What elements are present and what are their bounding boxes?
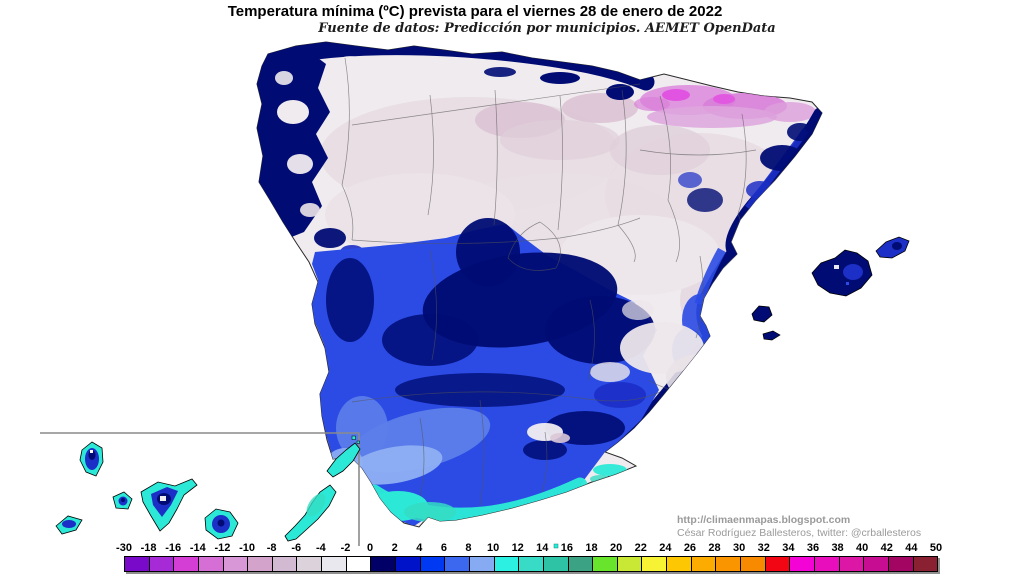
legend-tick-label: 6 — [440, 542, 447, 554]
stray-map-dot — [553, 543, 559, 549]
legend-tick-label: 38 — [831, 542, 844, 554]
legend-segment — [297, 557, 323, 571]
legend-segment — [125, 557, 150, 571]
legend-tick-label: -14 — [189, 542, 206, 554]
legend-tick-label: 8 — [465, 542, 472, 554]
legend-segment — [420, 557, 446, 571]
legend-segment — [174, 557, 199, 571]
legend-segment — [469, 557, 495, 571]
legend-segment — [248, 557, 273, 571]
ibiza-island — [751, 305, 773, 323]
legend-segment — [198, 557, 224, 571]
legend-tick-label: 44 — [905, 542, 918, 554]
legend-tick-label: -30 — [116, 542, 132, 554]
legend-segment — [593, 557, 618, 571]
legend-tick-label: 42 — [880, 542, 893, 554]
legend-tick-label: 28 — [708, 542, 721, 554]
legend-tick-label: 16 — [560, 542, 574, 554]
legend-segment — [888, 557, 914, 571]
legend-tick-label: 12 — [511, 542, 524, 554]
legend-tick-label: -16 — [165, 542, 182, 554]
legend-tick-label: 24 — [659, 542, 672, 554]
legend-tick-label: -6 — [291, 542, 302, 554]
legend-segment — [272, 557, 298, 571]
legend-segment — [617, 557, 643, 571]
temperature-legend-color-bar — [124, 556, 938, 572]
attribution-url: http://climaenmapas.blogspot.com — [677, 514, 851, 526]
legend-tick-label: 40 — [856, 542, 869, 554]
legend-segment — [667, 557, 692, 571]
page-subtitle: Fuente de datos: Predicción por municipi… — [318, 21, 776, 36]
canary-islands-inset — [40, 432, 361, 546]
legend-tick-labels: -30 -18 -16 -14 -12 -10 -8 -6 -4 -2 0 2 4 6 8 10 12 14 16 1… — [116, 540, 942, 554]
legend-tick-label: 4 — [416, 542, 423, 554]
legend-tick-label: 36 — [806, 542, 820, 554]
south-coast-warm-band — [366, 457, 648, 523]
legend-segment — [839, 557, 865, 571]
formentera-island — [762, 330, 781, 341]
legend-tick-label: 10 — [486, 542, 500, 554]
legend-segment — [371, 557, 397, 571]
legend-tick-label: 2 — [391, 542, 398, 554]
legend-segment — [223, 557, 249, 571]
legend-tick-label: 50 — [929, 542, 943, 554]
legend-segment — [716, 557, 742, 571]
southwest-mild-region — [312, 218, 734, 526]
legend-tick-label: -4 — [315, 542, 326, 554]
legend-segment — [396, 557, 421, 571]
legend-tick-label: -12 — [214, 542, 231, 554]
mallorca-island — [811, 249, 873, 297]
legend-tick-label: 22 — [634, 542, 647, 554]
legend-segment — [814, 557, 840, 571]
legend-segment — [149, 557, 175, 571]
page-title: Temperatura mínima (ºC) prevista para el… — [227, 3, 723, 20]
legend-segment — [691, 557, 717, 571]
legend-tick-label: 0 — [366, 542, 374, 554]
legend-tick-label: 18 — [585, 542, 598, 554]
legend-tick-label: 20 — [609, 542, 623, 554]
legend-tick-label: -2 — [340, 542, 351, 554]
balearic-islands — [751, 236, 910, 341]
legend-tick-label: 14 — [536, 542, 549, 554]
legend-tick-label: -8 — [266, 542, 277, 554]
attribution: http://climaenmapas.blogspot.com César R… — [677, 514, 921, 540]
legend-segment — [864, 557, 889, 571]
province-boundaries — [341, 57, 757, 507]
legend-segment — [494, 557, 520, 571]
lanzarote-island — [326, 442, 361, 478]
legend-segment — [790, 557, 815, 571]
legend-segment — [741, 557, 766, 571]
legend-segment — [913, 557, 938, 571]
pyrenees-cold-patches — [634, 85, 816, 128]
legend-tick-label: 30 — [733, 542, 746, 554]
legend-segment — [445, 557, 470, 571]
legend-segment — [322, 557, 347, 571]
legend-segment — [568, 557, 594, 571]
legend-segment — [765, 557, 791, 571]
legend-tick-label: 26 — [683, 542, 697, 554]
legend-tick-label: 34 — [782, 542, 795, 554]
legend-segment — [346, 557, 372, 571]
legend-tick-label: 32 — [757, 542, 770, 554]
attribution-author: César Rodríguez Ballesteros, twitter: @c… — [677, 527, 922, 539]
legend-tick-label: -18 — [140, 542, 157, 554]
legend-segment — [642, 557, 668, 571]
legend-segment — [543, 557, 569, 571]
legend-tick-label: -10 — [239, 542, 255, 554]
inset-border-lines — [40, 432, 360, 546]
legend-segment — [519, 557, 544, 571]
